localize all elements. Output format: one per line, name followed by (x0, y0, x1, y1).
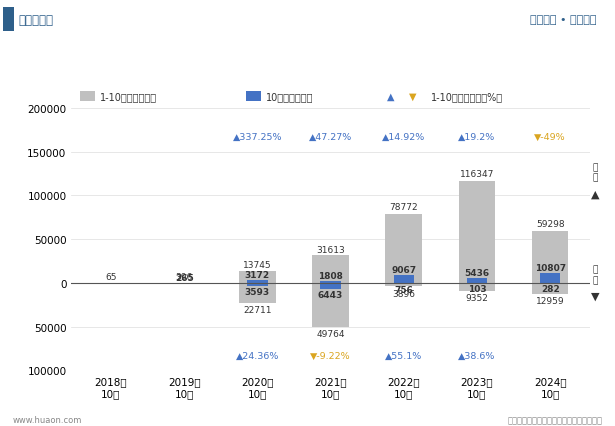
Text: ▲19.2%: ▲19.2% (458, 133, 496, 142)
Text: 756: 756 (394, 285, 413, 294)
Text: 1808: 1808 (318, 272, 343, 281)
Text: 396: 396 (175, 272, 192, 281)
Text: ▲47.27%: ▲47.27% (309, 133, 352, 142)
Text: 3896: 3896 (392, 289, 415, 298)
Bar (467, 279, 487, 283)
Bar (394, 283, 414, 284)
Text: 31613: 31613 (316, 245, 345, 254)
Text: 1-10月（千美元）: 1-10月（千美元） (100, 92, 157, 102)
Bar (247, 280, 268, 283)
Text: 3593: 3593 (245, 288, 270, 296)
Text: 22711: 22711 (243, 305, 272, 314)
Text: 6443: 6443 (318, 290, 343, 299)
Text: 78772: 78772 (389, 203, 418, 212)
Text: ▲: ▲ (387, 92, 395, 102)
Text: ▲14.92%: ▲14.92% (382, 133, 426, 142)
Bar (246, 92, 261, 101)
Bar (312, 283, 349, 327)
Text: 出
口: 出 口 (593, 163, 598, 182)
Text: 282: 282 (541, 285, 560, 294)
Bar (80, 92, 95, 101)
Bar (540, 274, 560, 283)
Bar (320, 283, 341, 289)
Text: ▼-49%: ▼-49% (534, 133, 566, 142)
Text: 12959: 12959 (536, 297, 565, 306)
Text: 65: 65 (105, 273, 117, 282)
Text: 59298: 59298 (536, 220, 565, 229)
Bar (386, 215, 422, 283)
Text: ▲24.36%: ▲24.36% (236, 351, 279, 360)
Bar (459, 283, 495, 291)
Bar (532, 283, 568, 295)
Text: 9352: 9352 (466, 294, 488, 302)
Text: 数据来源：中国海关、华经产业研究院整理: 数据来源：中国海关、华经产业研究院整理 (508, 415, 603, 424)
Bar (459, 181, 495, 283)
Text: 10月（千美元）: 10月（千美元） (266, 92, 313, 102)
Text: 49764: 49764 (316, 329, 345, 338)
Text: 5436: 5436 (464, 268, 490, 277)
Text: ▲337.25%: ▲337.25% (232, 133, 282, 142)
Text: 116347: 116347 (460, 170, 494, 179)
Text: ▼: ▼ (591, 291, 600, 301)
Text: 13745: 13745 (243, 261, 272, 270)
Bar (239, 271, 276, 283)
Text: 华经情报网: 华经情报网 (18, 14, 54, 27)
Bar (247, 283, 268, 286)
Text: 进
口: 进 口 (593, 265, 598, 285)
Text: ▲38.6%: ▲38.6% (458, 351, 496, 360)
Bar (394, 275, 414, 283)
Text: ▲55.1%: ▲55.1% (385, 351, 423, 360)
Text: 10807: 10807 (534, 264, 566, 273)
Bar (312, 256, 349, 283)
Bar (239, 283, 276, 303)
Bar (3, 8, 14, 32)
Text: ▲: ▲ (591, 189, 600, 199)
Text: www.huaon.com: www.huaon.com (12, 415, 82, 424)
Bar (320, 282, 341, 283)
Text: 103: 103 (467, 285, 486, 294)
Text: 2018-2024年10月徐州保税物流中心进、出口额: 2018-2024年10月徐州保税物流中心进、出口额 (161, 54, 454, 72)
Bar (386, 283, 422, 287)
Text: 专业严谨 • 客观科学: 专业严谨 • 客观科学 (530, 15, 597, 25)
Text: 265: 265 (175, 273, 194, 282)
Text: ▼: ▼ (409, 92, 416, 102)
Text: ▼-9.22%: ▼-9.22% (310, 351, 351, 360)
Text: 9067: 9067 (391, 265, 416, 274)
Text: 3172: 3172 (245, 271, 270, 279)
Bar (532, 231, 568, 283)
Text: 1-10月同比增速（%）: 1-10月同比增速（%） (430, 92, 502, 102)
